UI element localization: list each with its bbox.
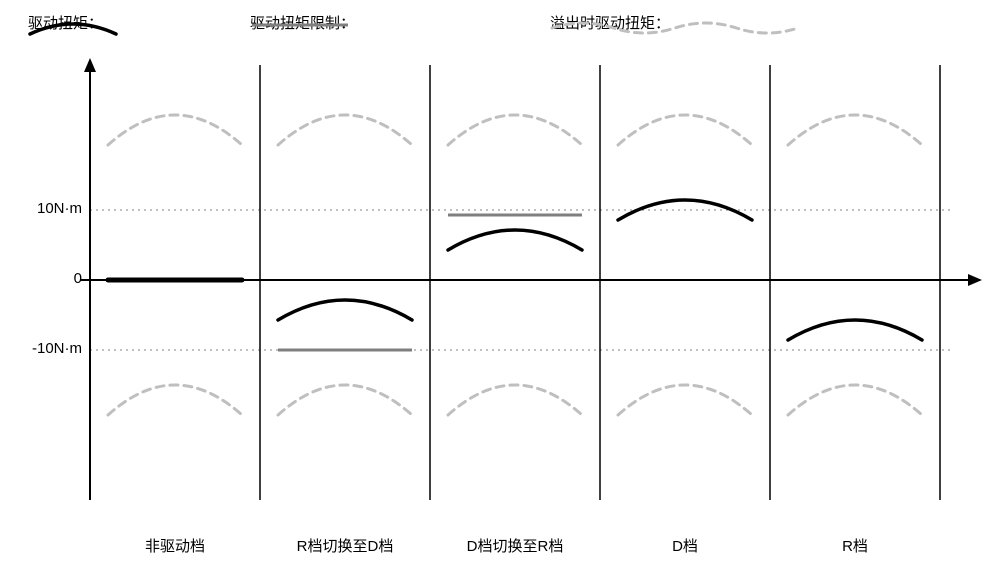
y-label-neg10: -10N·m xyxy=(22,340,82,357)
diagram-svg xyxy=(0,0,1000,563)
legend-item-torque: 驱动扭矩： xyxy=(28,12,103,33)
x-label-4: R档 xyxy=(770,535,940,556)
torque-curve-icon xyxy=(28,12,118,38)
legend-item-overflow: 溢出时驱动扭矩： xyxy=(550,12,670,33)
x-label-2: D档切换至R档 xyxy=(430,535,600,556)
y-label-zero: 0 xyxy=(22,270,82,287)
y-label-pos10: 10N·m xyxy=(22,200,82,217)
diagram-root: 驱动扭矩： 驱动扭矩限制： 溢出时驱动扭矩： 10N·m 0 -10N·m 非驱… xyxy=(0,0,1000,563)
x-label-0: 非驱动档 xyxy=(90,535,260,556)
overflow-curve-icon xyxy=(550,12,800,42)
x-label-3: D档 xyxy=(600,535,770,556)
legend-item-limit: 驱动扭矩限制： xyxy=(250,12,355,33)
x-label-1: R档切换至D档 xyxy=(260,535,430,556)
limit-line-icon xyxy=(250,12,350,38)
legend: 驱动扭矩： 驱动扭矩限制： 溢出时驱动扭矩： xyxy=(0,12,1000,52)
